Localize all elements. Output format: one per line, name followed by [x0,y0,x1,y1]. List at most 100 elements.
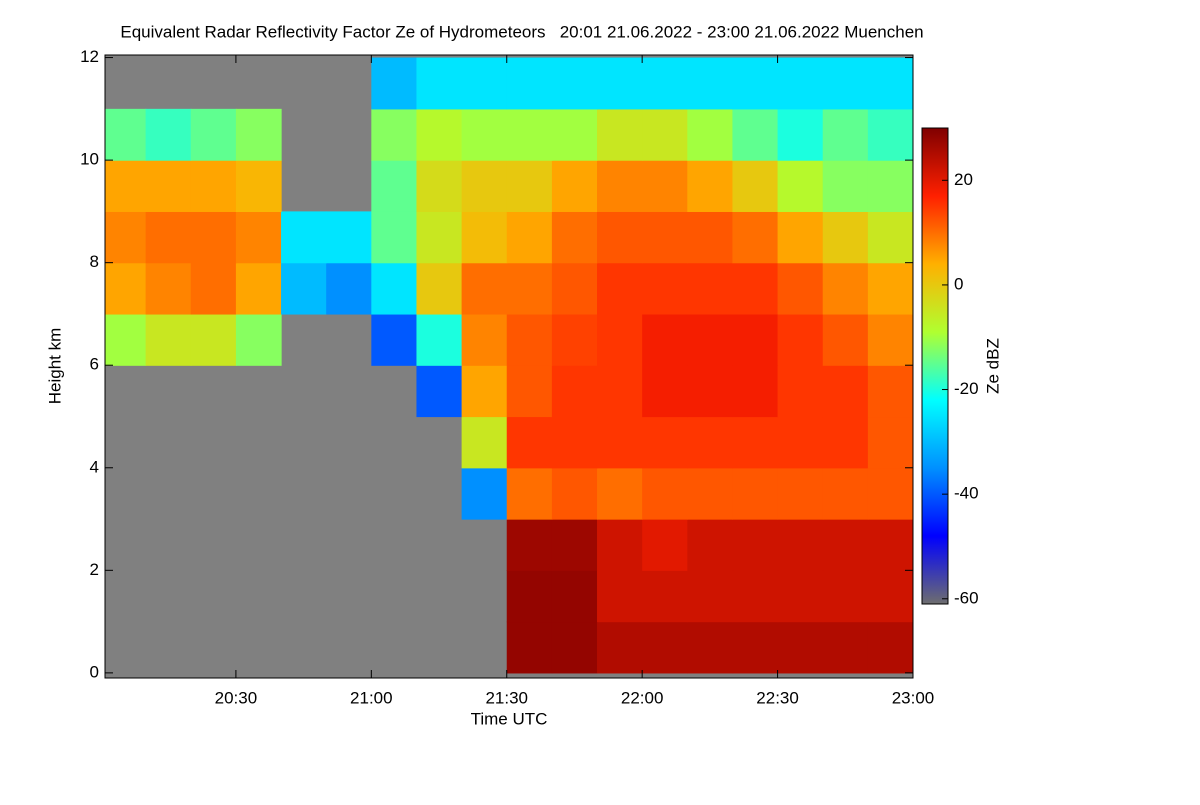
colorbar-tick-label: 0 [954,274,963,293]
heatmap-cell [416,313,463,366]
heatmap-cell [642,262,688,315]
y-tick-label: 12 [80,47,99,66]
heatmap-cell [732,313,779,366]
x-tick-label: 21:30 [485,688,528,707]
heatmap-cell [506,108,553,161]
heatmap-cell [777,262,824,315]
heatmap-cell [777,160,824,212]
heatmap-cell [281,211,327,264]
heatmap-cell [867,365,913,418]
heatmap-cell [235,160,282,212]
heatmap-cell [732,416,779,469]
heatmap-cell [235,313,282,366]
heatmap-cell [371,160,418,212]
heatmap-cell [145,313,192,366]
heatmap-cell [687,57,734,110]
y-axis-label: Height km [45,328,64,405]
heatmap-cell [551,416,598,469]
heatmap-cell [371,211,418,264]
heatmap-cell [461,416,508,469]
heatmap-cell [597,211,643,264]
heatmap-cell [551,313,598,366]
heatmap-cell [371,313,418,366]
x-tick-label: 22:00 [621,688,664,707]
heatmap-cell [687,108,734,161]
heatmap-cell [416,365,463,418]
heatmap-cell [461,211,508,264]
heatmap-cell [867,108,913,161]
heatmap-cell [732,160,779,212]
heatmap-cell [777,365,824,418]
heatmap-cell [822,108,869,161]
heatmap-cell [416,262,463,315]
heatmap-cell [281,262,327,315]
plot-frame [104,54,914,679]
heatmap-cell [506,313,553,366]
heatmap-cell [597,519,643,571]
heatmap-cell [597,467,643,520]
colorbar-tick-label: -20 [954,379,979,398]
heatmap-cell [732,467,779,520]
heatmap-cell [145,160,192,212]
heatmap-cell [687,621,734,674]
y-tick-label: 0 [90,662,99,681]
heatmap-cell [597,365,643,418]
heatmap-cell [687,467,734,520]
heatmap-cell [687,262,734,315]
heatmap-cell [642,416,688,469]
heatmap-cell [777,211,824,264]
heatmap-cell [416,57,463,110]
heatmap-cell [777,570,824,623]
heatmap-cell [867,313,913,366]
heatmap-cell [190,160,237,212]
heatmap-cell [822,570,869,623]
heatmap-cell [867,160,913,212]
heatmap-cell [506,519,553,571]
heatmap-cell [190,108,237,161]
heatmap-cell [597,621,643,674]
heatmap-cell [822,160,869,212]
y-tick-label: 4 [90,457,99,476]
heatmap-cell [867,57,913,110]
heatmap-cell [551,211,598,264]
heatmap-cell [416,108,463,161]
heatmap-cell [461,262,508,315]
heatmap-cell [822,519,869,571]
heatmap-cell [642,621,688,674]
heatmap-cell [867,570,913,623]
colorbar-tick-label: -60 [954,588,979,607]
y-tick-label: 8 [90,252,99,271]
heatmap-cell [822,416,869,469]
heatmap-cell [551,57,598,110]
heatmap-cell [687,211,734,264]
heatmap-cell [506,211,553,264]
heatmap-cell [105,313,147,366]
heatmap-cell [732,211,779,264]
heatmap-cell [777,416,824,469]
heatmap-cell [597,57,643,110]
heatmap-cell [506,416,553,469]
heatmap-cell [105,160,147,212]
x-tick-label: 22:30 [756,688,799,707]
heatmap-cell [145,108,192,161]
heatmap-cell [461,160,508,212]
heatmap-cell [416,211,463,264]
heatmap-cell [732,108,779,161]
heatmap-cell [506,621,553,674]
heatmap-cell [687,365,734,418]
heatmap-cell [777,57,824,110]
heatmap-cell [642,519,688,571]
heatmap-cell [822,365,869,418]
heatmap-cell [551,108,598,161]
colorbar [921,127,949,605]
x-axis-label: Time UTC [471,709,548,728]
heatmap-cell [461,57,508,110]
heatmap-cell [687,570,734,623]
heatmap-cell [642,108,688,161]
heatmap-cell [461,313,508,366]
heatmap-cell [506,262,553,315]
heatmap-cell [145,211,192,264]
heatmap-cell [371,57,418,110]
heatmap-cell [597,570,643,623]
